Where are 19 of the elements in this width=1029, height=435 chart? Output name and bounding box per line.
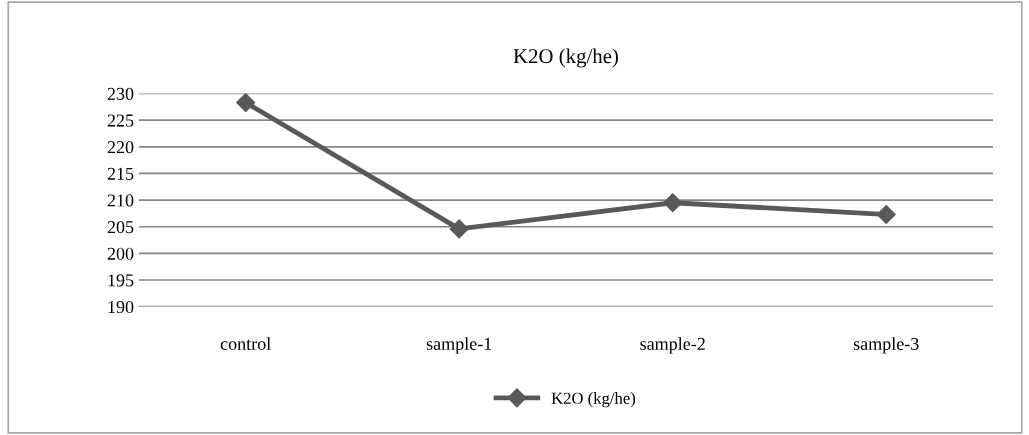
y-tick-label: 220 [107, 141, 134, 154]
point [236, 93, 256, 113]
x-tick-label: sample-3 [853, 337, 919, 354]
chart-title: K2O (kg/he) [513, 48, 618, 68]
y-tick-label: 210 [107, 194, 134, 207]
x-tick-label: sample-1 [426, 337, 492, 354]
y-tick-label: 200 [107, 247, 134, 260]
x-tick-label: control [220, 337, 271, 350]
y-tick-label: 205 [107, 221, 134, 234]
y-tick-label: 230 [107, 87, 134, 100]
y-tick-label: 225 [107, 114, 134, 127]
y-tick-label: 195 [108, 274, 134, 287]
y-tick-label: 190 [108, 300, 134, 314]
y-tick-label: 215 [107, 167, 134, 180]
point [663, 193, 683, 213]
legend-label: K2O (kg/he) [551, 392, 636, 408]
x-tick-label: sample-2 [640, 337, 705, 354]
point [449, 219, 469, 239]
point [876, 204, 896, 225]
